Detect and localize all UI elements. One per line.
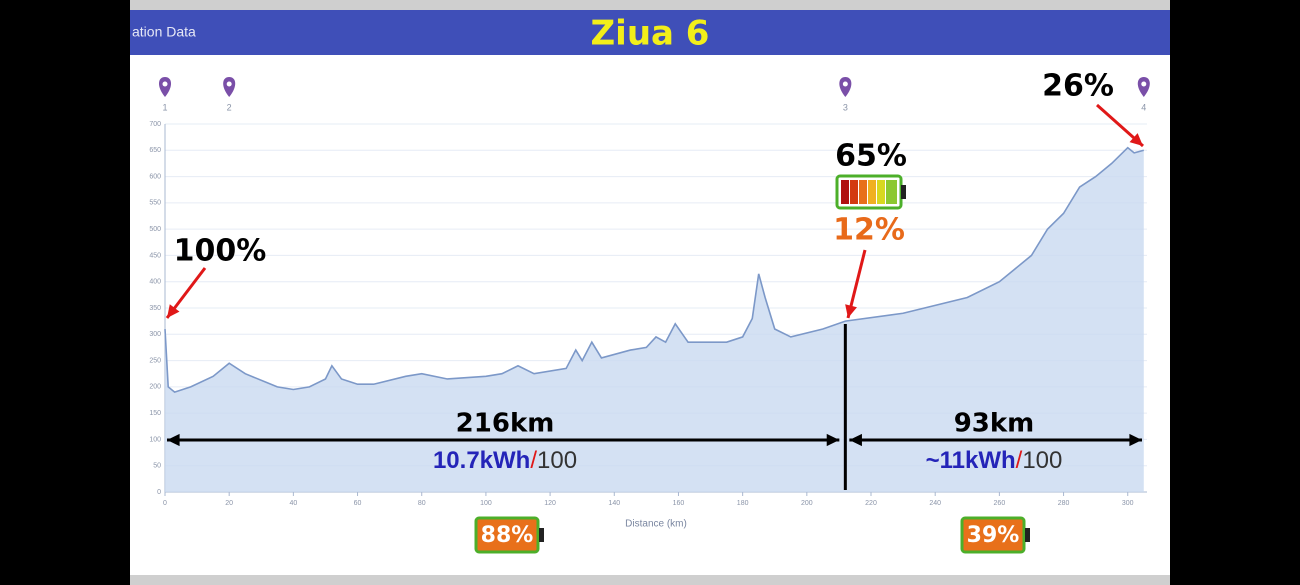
x-axis-label: Distance (km) [625,519,687,530]
waypoint-dot [1141,81,1147,87]
segment-distance: 93km [954,409,1035,439]
header-bar [130,10,1170,55]
y-tick-label: 150 [149,410,161,417]
battery-badge [960,516,1026,554]
x-tick-label: 280 [1058,500,1070,507]
battery-tip [1025,528,1030,542]
waypoint-label: 1 [162,102,167,112]
x-tick-label: 20 [225,500,233,507]
waypoint-label: 4 [1141,102,1146,112]
x-tick-label: 240 [929,500,941,507]
x-tick-label: 180 [737,500,749,507]
pointer-arrow-head [845,304,857,318]
y-tick-label: 550 [149,200,161,207]
elevation-line [164,146,1145,394]
y-tick-label: 300 [149,331,161,338]
x-tick-label: 220 [865,500,877,507]
waypoint-pin [839,77,852,97]
distance-arrow-head [167,433,180,447]
y-tick-label: 100 [149,436,161,443]
battery-tip [539,528,544,542]
map-strip [130,575,1170,585]
x-tick-label: 40 [289,500,297,507]
x-tick-label: 60 [354,500,362,507]
x-tick-label: 100 [480,500,492,507]
y-tick-label: 350 [149,305,161,312]
charge-label: 12% [833,213,905,248]
per-unit: 100 [537,447,577,474]
pointer-arrow-head [1129,133,1143,146]
segment-distance: 216km [456,409,555,439]
y-tick-label: 50 [153,463,161,470]
y-tick-label: 250 [149,357,161,364]
charge-label: 100% [174,234,267,269]
waypoint-pin [223,77,236,97]
x-tick-label: 80 [418,500,426,507]
charge-label: 26% [1042,69,1114,104]
waypoint-dot [162,81,168,87]
y-tick-label: 600 [149,173,161,180]
consumption-value: ~11kWh [926,447,1016,474]
battery-used: 39% [967,523,1020,548]
y-tick-label: 200 [149,384,161,391]
battery-icon [835,174,906,210]
area [165,147,1144,492]
x-tick-label: 200 [801,500,813,507]
y-tick-label: 500 [149,226,161,233]
y-tick-label: 450 [149,252,161,259]
y-tick-label: 650 [149,147,161,154]
waypoint-label: 3 [843,102,848,112]
x-tick-label: 140 [608,500,620,507]
distance-arrow-head [849,433,862,447]
waypoint-label: 2 [227,102,232,112]
x-tick-label: 260 [994,500,1006,507]
segment-consumption: ~11kWh/100 [926,447,1063,474]
consumption-value: 10.7kWh [433,447,530,474]
waypoint-pin [1137,77,1150,97]
distance-arrow-head [1129,433,1142,447]
pointer-arrow-head [167,304,180,318]
x-tick-label: 120 [544,500,556,507]
map-strip [130,0,1170,10]
waypoint-dot [226,81,232,87]
distance-arrow-head [826,433,840,447]
x-tick-label: 160 [673,500,685,507]
waypoint-pin [158,77,172,97]
per-unit: 100 [1022,447,1062,474]
chart-title: Ziua 6 [591,14,710,54]
battery-badge [474,516,540,554]
y-tick-label: 700 [149,121,161,128]
x-tick-label: 0 [163,500,167,507]
y-tick-label: 400 [149,279,161,286]
separator: / [530,447,537,474]
waypoint-dot [842,81,848,87]
header-text: ation Data [132,24,196,40]
charge-label: 65% [835,139,907,174]
x-tick-label: 300 [1122,500,1134,507]
segment-consumption: 10.7kWh/100 [433,447,577,474]
separator: / [1016,447,1023,474]
battery-used: 88% [481,523,534,548]
y-tick-label: 0 [157,489,161,496]
